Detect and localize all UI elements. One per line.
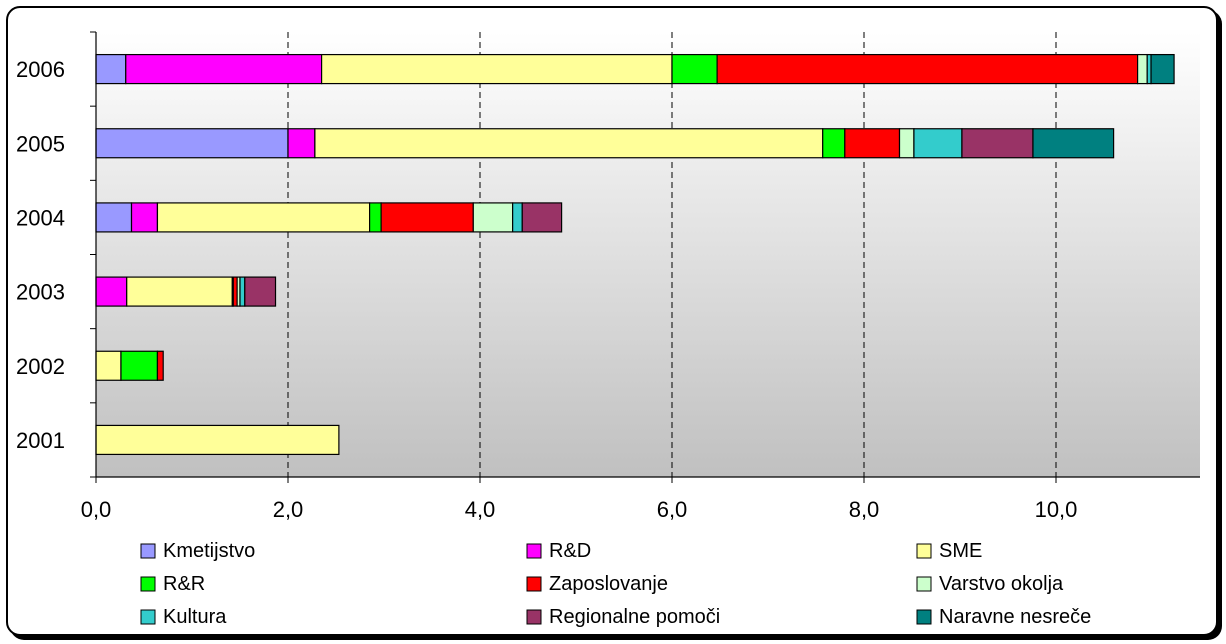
legend-label: Regionalne pomoči <box>549 606 720 628</box>
bar-segment <box>130 202 159 233</box>
bar-segment <box>156 202 371 233</box>
bar-segment <box>95 202 133 233</box>
bar-segment <box>472 202 514 233</box>
legend-swatch <box>526 543 542 559</box>
bar-segment <box>321 53 673 85</box>
bar-segment <box>125 53 323 85</box>
x-tick-label: 10,0 <box>1035 497 1078 522</box>
bar-segment <box>369 202 382 233</box>
bar-segment <box>156 350 164 381</box>
legend-swatch <box>140 609 156 625</box>
legend-label: R&D <box>549 540 591 562</box>
x-tick-label: 6,0 <box>657 497 688 522</box>
legend-label: Kultura <box>163 606 227 628</box>
x-tick-label: 4,0 <box>465 497 496 522</box>
legend: Kmetijstvo R&D SME R&R Zaposlovanje Varstvo o… <box>140 540 1091 628</box>
legend-label: Kmetijstvo <box>163 540 255 562</box>
y-tick-label: 2002 <box>16 354 65 379</box>
bar-segment <box>521 202 563 233</box>
gridlines <box>287 32 1057 477</box>
bar-segment <box>913 128 963 159</box>
bar-segment <box>239 276 246 307</box>
bar-segment <box>95 350 122 381</box>
bars <box>95 53 1175 456</box>
bar-segment <box>1150 53 1175 85</box>
y-tick-label: 2003 <box>16 280 65 305</box>
y-tick-label: 2006 <box>16 57 65 82</box>
legend-swatch <box>526 576 542 592</box>
legend-label: Naravne nesreče <box>939 606 1091 628</box>
legend-label: R&R <box>163 573 205 595</box>
legend-swatch <box>916 543 932 559</box>
legend-label: SME <box>939 540 982 562</box>
bar-segment <box>844 128 901 159</box>
bar-segment <box>671 53 718 85</box>
x-tick-label: 2,0 <box>273 497 304 522</box>
bar-segment <box>95 424 340 456</box>
y-tick-label: 2005 <box>16 131 65 156</box>
legend-swatch <box>916 576 932 592</box>
bar-segment <box>822 128 846 159</box>
bar-segment <box>95 276 128 307</box>
bar-segment <box>716 53 1139 85</box>
bar-segment <box>961 128 1034 159</box>
plot-area <box>96 32 1200 477</box>
bar-segment <box>1136 53 1148 85</box>
bar-segment <box>120 350 159 381</box>
legend-label: Varstvo okolja <box>939 573 1064 595</box>
axes: 2006 2005 2004 2003 2002 2001 0,0 2,0 4,0 6,0 8,0 1… <box>16 31 1200 522</box>
legend-label: Zaposlovanje <box>549 573 668 595</box>
x-tick-label: 8,0 <box>849 497 880 522</box>
bar-segment <box>95 53 127 85</box>
bar-segment <box>512 202 523 233</box>
legend-swatch <box>526 609 542 625</box>
bar-segment <box>898 128 915 159</box>
bar-segment <box>126 276 233 307</box>
x-tick-label: 0,0 <box>81 497 112 522</box>
bar-segment <box>380 202 474 233</box>
y-tick-label: 2001 <box>16 428 65 453</box>
legend-swatch <box>916 609 932 625</box>
legend-swatch <box>140 576 156 592</box>
bar-segment <box>287 128 316 159</box>
y-tick-label: 2004 <box>16 205 65 230</box>
legend-swatch <box>140 543 156 559</box>
bar-segment <box>95 128 289 159</box>
bar-segment <box>244 276 277 307</box>
bar-segment <box>1032 128 1115 159</box>
bar-segment <box>314 128 824 159</box>
